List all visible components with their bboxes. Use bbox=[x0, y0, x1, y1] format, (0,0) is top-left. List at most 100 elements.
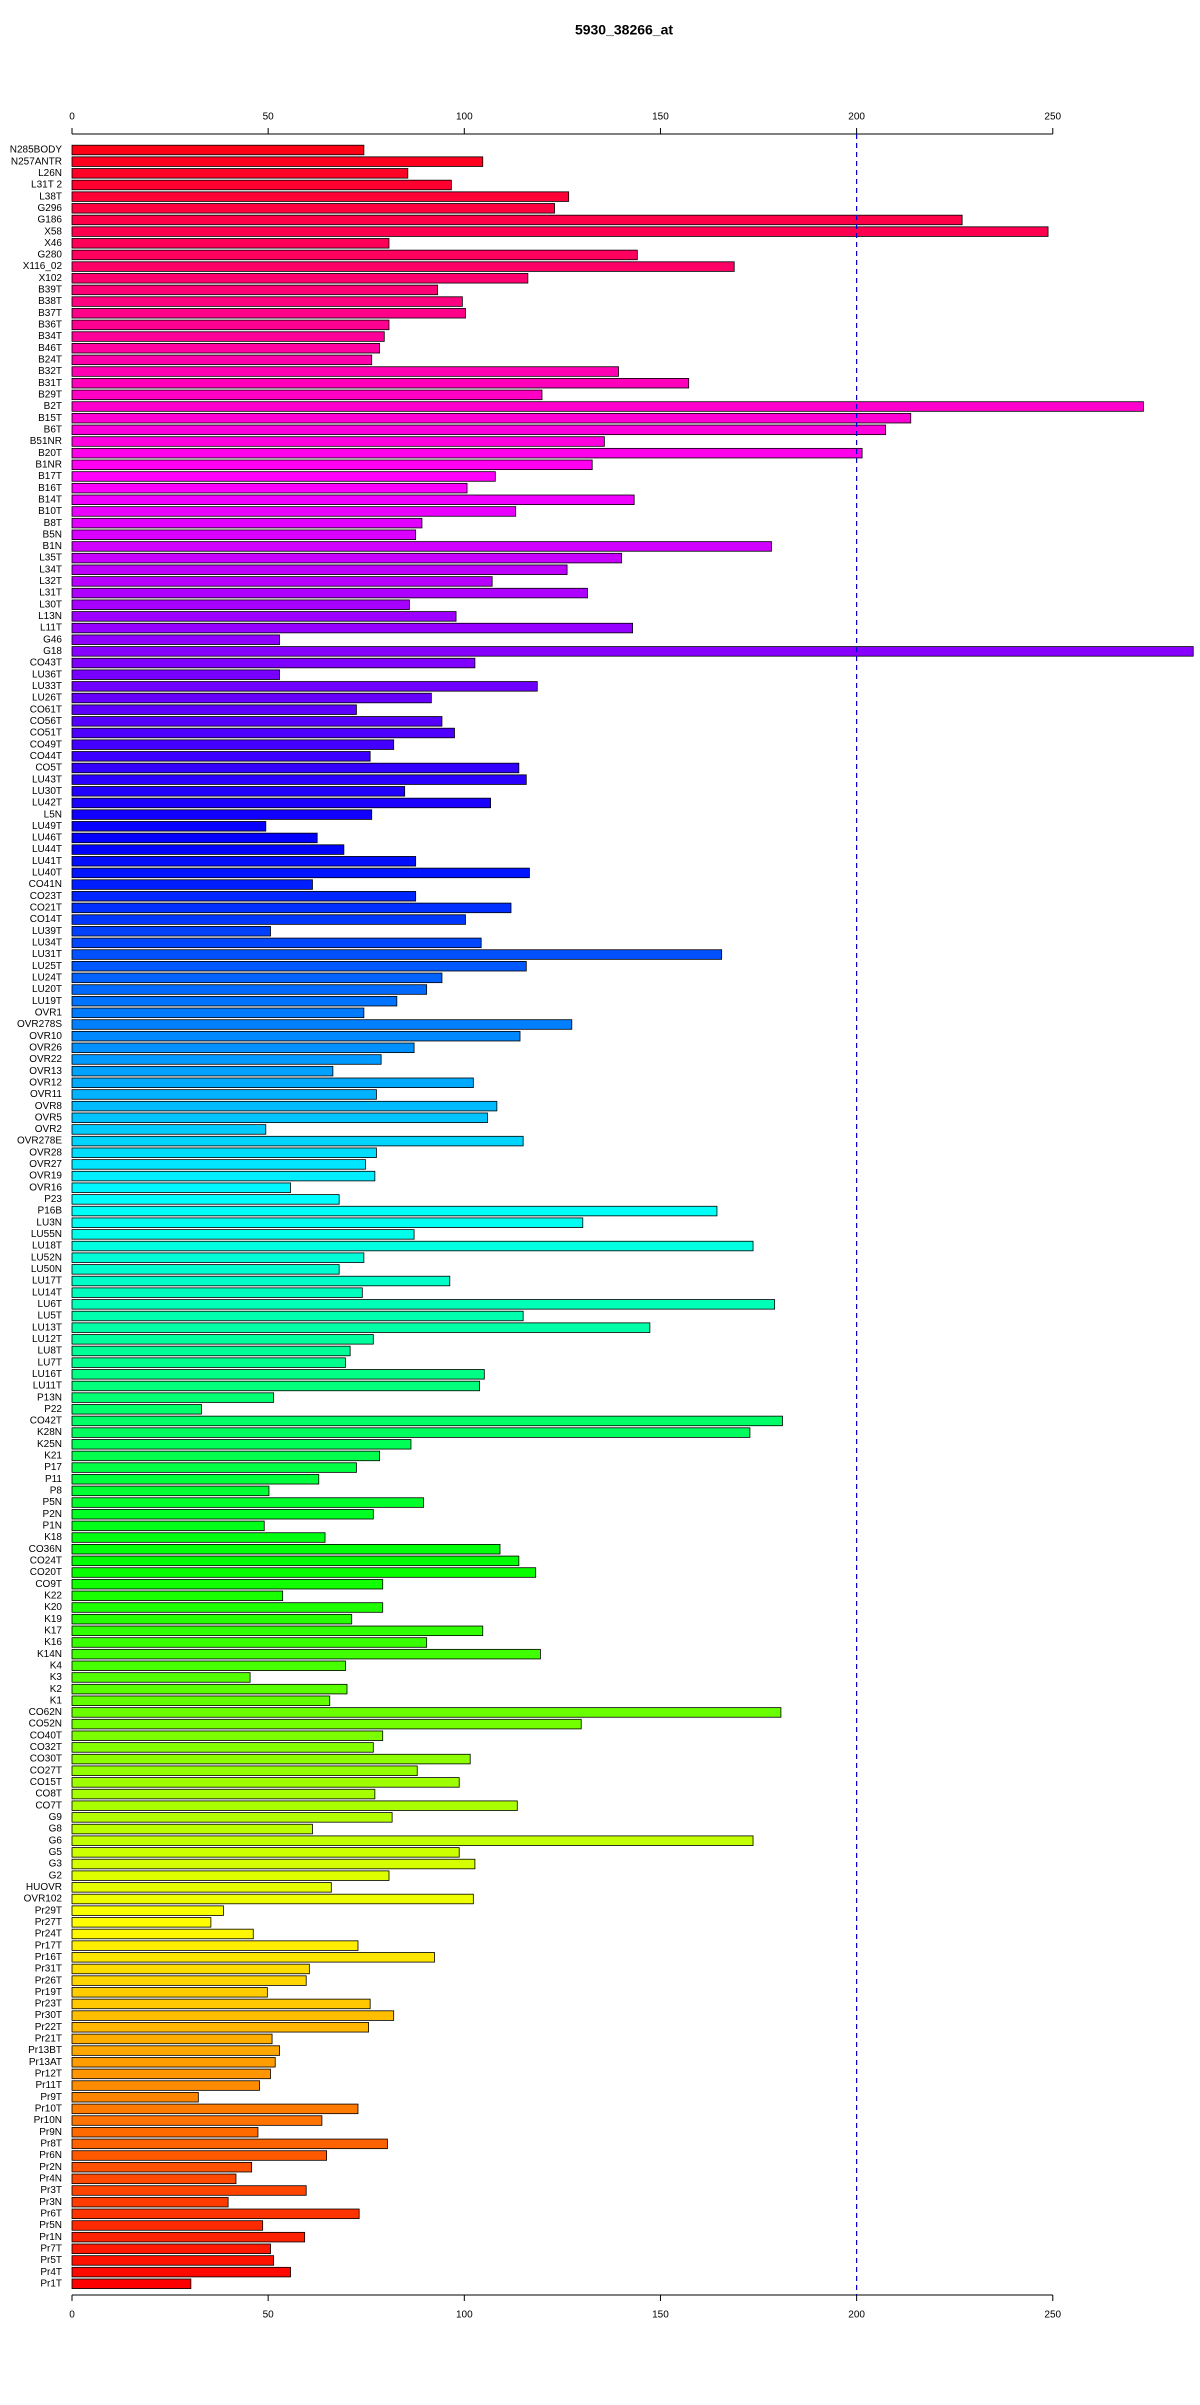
y-tick-label: LU41T bbox=[32, 856, 62, 867]
bar bbox=[71, 191, 570, 202]
y-tick-label: Pr8T bbox=[40, 2139, 62, 2150]
bar bbox=[71, 961, 527, 972]
x-tick-label: 100 bbox=[456, 112, 473, 123]
x-tick-label: 150 bbox=[652, 2310, 669, 2321]
bar bbox=[71, 2033, 273, 2045]
y-tick-label: CO23T bbox=[30, 891, 62, 902]
x-tick-label: 0 bbox=[69, 112, 75, 123]
bar bbox=[71, 156, 484, 167]
y-tick-label: Pr11T bbox=[36, 2080, 63, 2091]
bar bbox=[71, 1077, 474, 1089]
bar bbox=[71, 611, 457, 622]
y-tick-label: LU30T bbox=[32, 786, 62, 797]
y-tick-label: CO20T bbox=[30, 1567, 62, 1578]
chart-title: 5930_38266_at bbox=[575, 22, 673, 38]
bar bbox=[71, 1357, 346, 1368]
bar bbox=[71, 949, 723, 960]
bar bbox=[71, 727, 455, 739]
y-tick-label: LU7T bbox=[38, 1357, 62, 1368]
bar bbox=[71, 1648, 541, 1660]
y-tick-label: K21 bbox=[44, 1451, 62, 1462]
y-tick-label: CO51T bbox=[30, 728, 62, 739]
bar bbox=[71, 1928, 254, 1940]
bar bbox=[71, 2231, 306, 2243]
y-tick-label: LU20T bbox=[32, 984, 62, 995]
y-tick-label: CO27T bbox=[30, 1765, 62, 1776]
y-tick-label: LU49T bbox=[32, 821, 62, 832]
x-tick-label: 50 bbox=[263, 2310, 275, 2321]
y-tick-label: LU36T bbox=[32, 669, 62, 680]
bar bbox=[71, 1905, 224, 1916]
bar bbox=[71, 1823, 313, 1835]
y-tick-label: B20T bbox=[38, 448, 62, 459]
y-tick-label: K22 bbox=[44, 1590, 62, 1601]
bar bbox=[71, 308, 466, 319]
bar bbox=[71, 634, 280, 645]
y-tick-label: Pr26T bbox=[35, 1975, 62, 1986]
y-tick-label: LU33T bbox=[32, 681, 62, 692]
bar bbox=[71, 1205, 718, 1217]
bar bbox=[71, 704, 357, 715]
y-tick-label: OVR28 bbox=[29, 1147, 62, 1158]
bar bbox=[71, 1182, 291, 1193]
bar bbox=[71, 2092, 199, 2103]
bar bbox=[71, 529, 417, 540]
y-tick-label: Pr3N bbox=[39, 2197, 62, 2208]
y-tick-label: K4 bbox=[50, 1660, 63, 1671]
y-tick-label: LU8T bbox=[38, 1346, 62, 1357]
y-tick-label: LU13T bbox=[32, 1322, 62, 1333]
bar bbox=[71, 692, 432, 704]
y-tick-label: LU52N bbox=[31, 1252, 62, 1263]
y-tick-label: K19 bbox=[44, 1614, 62, 1625]
x-tick-label: 200 bbox=[848, 112, 865, 123]
bar bbox=[71, 1555, 520, 1567]
y-tick-label: P1N bbox=[43, 1521, 62, 1532]
y-tick-label: Pr31T bbox=[35, 1964, 62, 1975]
bar bbox=[71, 1310, 524, 1322]
bar bbox=[71, 261, 735, 272]
bar bbox=[71, 1917, 212, 1928]
y-tick-label: B6T bbox=[44, 424, 62, 435]
bar bbox=[71, 1940, 359, 1951]
bar bbox=[71, 319, 390, 331]
bar bbox=[71, 238, 390, 249]
y-tick-label: CO41N bbox=[29, 879, 62, 890]
y-tick-label: LU25T bbox=[32, 961, 62, 972]
y-tick-label: G5 bbox=[49, 1847, 63, 1858]
bar bbox=[71, 856, 417, 867]
y-tick-label: LU14T bbox=[32, 1287, 62, 1298]
y-tick-label: G3 bbox=[49, 1859, 63, 1870]
bar bbox=[71, 1567, 537, 1578]
bar bbox=[71, 471, 496, 482]
bar bbox=[71, 1695, 331, 1706]
bar bbox=[71, 506, 517, 517]
bar bbox=[71, 1847, 460, 1858]
bar bbox=[71, 541, 772, 552]
y-tick-label: Pr21T bbox=[35, 2034, 62, 2045]
y-tick-label: B8T bbox=[44, 518, 62, 529]
bar bbox=[71, 1660, 346, 1672]
bar bbox=[71, 937, 482, 949]
y-tick-label: X116_02 bbox=[23, 261, 63, 272]
bar bbox=[71, 1835, 754, 1846]
y-tick-label: LU16T bbox=[32, 1369, 62, 1380]
bar bbox=[71, 273, 529, 284]
bar bbox=[71, 867, 530, 879]
y-tick-label: B5N bbox=[43, 529, 62, 540]
y-tick-label: B24T bbox=[38, 355, 62, 366]
bar bbox=[71, 972, 443, 984]
bar bbox=[71, 447, 863, 459]
bar bbox=[71, 739, 395, 750]
bar bbox=[71, 1287, 363, 1298]
y-tick-label: LU39T bbox=[32, 926, 62, 937]
y-tick-label: Pr4N bbox=[39, 2173, 62, 2184]
bar bbox=[71, 1952, 435, 1963]
bar bbox=[71, 891, 417, 902]
y-tick-label: P23 bbox=[44, 1194, 62, 1205]
bar bbox=[71, 2068, 271, 2080]
bar bbox=[71, 2080, 260, 2091]
y-tick-label: CO42T bbox=[30, 1416, 62, 1427]
y-tick-label: LU46T bbox=[32, 833, 62, 844]
y-tick-label: OVR16 bbox=[29, 1182, 62, 1193]
y-tick-label: L26N bbox=[38, 168, 62, 179]
